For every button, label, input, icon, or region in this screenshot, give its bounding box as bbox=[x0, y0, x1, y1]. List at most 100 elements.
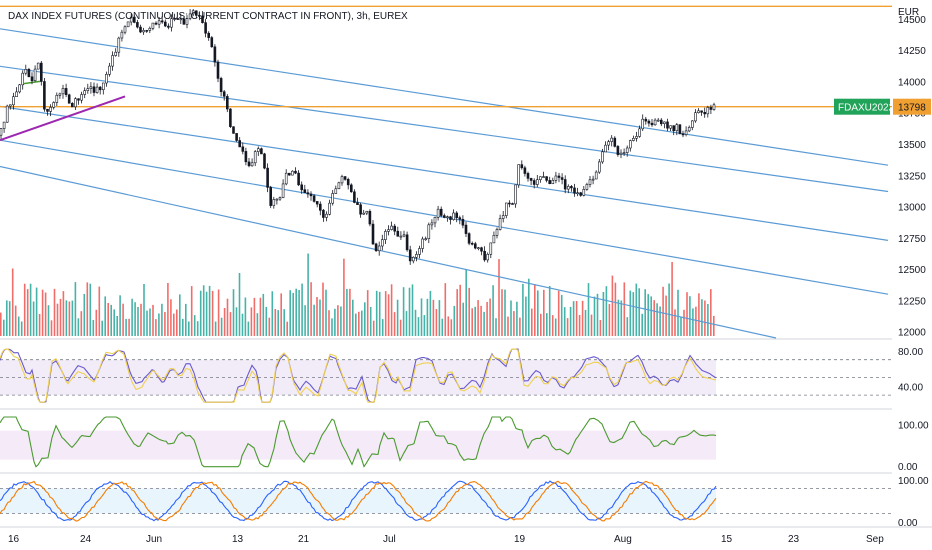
candle-body bbox=[114, 51, 117, 56]
candle-body bbox=[36, 62, 40, 70]
candle-body bbox=[529, 178, 533, 181]
volume-bar bbox=[176, 309, 178, 336]
volume-bar bbox=[250, 307, 253, 336]
candle-body bbox=[0, 128, 3, 136]
candle-body bbox=[334, 188, 338, 194]
volume-bar bbox=[474, 306, 476, 336]
candle-body bbox=[349, 184, 353, 193]
candle-body bbox=[105, 74, 108, 84]
candle-body bbox=[24, 69, 28, 74]
candle-body bbox=[483, 250, 486, 261]
candle-body bbox=[517, 164, 521, 186]
candle-body bbox=[111, 55, 114, 67]
volume-bar bbox=[128, 318, 130, 336]
candle-body bbox=[560, 177, 564, 180]
candle-body bbox=[33, 68, 37, 81]
volume-bar bbox=[340, 306, 342, 336]
volume-bar bbox=[185, 303, 187, 336]
candle-body bbox=[684, 130, 688, 135]
volume-bar bbox=[355, 313, 357, 336]
volume-bar bbox=[56, 303, 59, 336]
candle-body bbox=[201, 15, 204, 23]
candle-body bbox=[625, 147, 629, 153]
volume-bar bbox=[525, 296, 527, 336]
indicator-tick-label: 0.00 bbox=[898, 518, 918, 529]
candle-body bbox=[179, 18, 183, 21]
candle-body bbox=[145, 30, 148, 32]
candle-body bbox=[421, 238, 424, 249]
volume-bar bbox=[653, 300, 655, 336]
candle-body bbox=[253, 151, 257, 164]
volume-bar bbox=[325, 289, 327, 336]
volume-bar bbox=[17, 316, 20, 336]
candle-body bbox=[108, 65, 111, 75]
candle-body bbox=[393, 225, 397, 232]
candle-body bbox=[532, 180, 536, 185]
volume-bar bbox=[554, 318, 557, 336]
volume-bar bbox=[614, 282, 617, 336]
candle-body bbox=[58, 93, 62, 96]
volume-bar bbox=[450, 319, 453, 336]
volume-bar bbox=[110, 304, 112, 336]
candle-body bbox=[49, 107, 52, 112]
volume-bar bbox=[695, 306, 697, 336]
volume-bar bbox=[644, 289, 646, 336]
volume-bar bbox=[83, 293, 86, 336]
candle-body bbox=[30, 76, 34, 82]
candle-body bbox=[666, 121, 669, 129]
volume-bar bbox=[683, 309, 685, 336]
price-tick-label: 14000 bbox=[898, 77, 926, 88]
volume-bar bbox=[608, 304, 611, 336]
volume-bar bbox=[650, 296, 652, 336]
volume-bar bbox=[599, 320, 602, 336]
volume-bar bbox=[346, 288, 348, 336]
volume-bar bbox=[20, 321, 23, 336]
volume-bar bbox=[495, 318, 497, 336]
volume-bar bbox=[8, 301, 11, 336]
candle-body bbox=[622, 152, 626, 154]
candle-body bbox=[191, 10, 195, 15]
candle-body bbox=[77, 98, 80, 101]
candle-body bbox=[12, 96, 15, 106]
candle-body bbox=[439, 208, 443, 216]
candle-body bbox=[15, 91, 18, 98]
candle-body bbox=[486, 254, 490, 261]
candle-body bbox=[322, 209, 325, 218]
candle-body bbox=[133, 16, 136, 23]
volume-bar bbox=[704, 300, 706, 336]
x-tick-label: 21 bbox=[298, 534, 310, 545]
candle-body bbox=[9, 104, 12, 107]
symbol-badge-label: FDAXU2022 bbox=[838, 103, 895, 114]
volume-bar bbox=[528, 278, 530, 336]
candle-body bbox=[368, 211, 372, 225]
candle-body bbox=[523, 167, 527, 174]
candle-body bbox=[650, 122, 654, 126]
volume-bar bbox=[510, 300, 512, 336]
candle-body bbox=[632, 138, 635, 141]
volume-bar bbox=[80, 311, 83, 336]
candle-body bbox=[297, 172, 300, 186]
volume-bar bbox=[205, 291, 208, 336]
volume-bar bbox=[116, 316, 118, 336]
candle-body bbox=[83, 90, 86, 95]
candle-body bbox=[628, 140, 632, 149]
volume-bar bbox=[241, 313, 244, 336]
volume-bar bbox=[262, 293, 265, 336]
volume-bar bbox=[698, 293, 700, 336]
candle-body bbox=[511, 203, 514, 205]
candle-body bbox=[232, 126, 235, 134]
volume-bar bbox=[641, 313, 643, 336]
volume-bar bbox=[438, 300, 441, 336]
candle-body bbox=[71, 103, 74, 108]
volume-bar bbox=[399, 319, 402, 336]
candle-body bbox=[176, 18, 179, 20]
candle-body bbox=[694, 112, 697, 122]
candle-body bbox=[312, 195, 316, 202]
volume-bar bbox=[662, 286, 664, 336]
candle-body bbox=[678, 124, 682, 135]
volume-bar bbox=[596, 293, 599, 336]
candle-body bbox=[681, 133, 685, 136]
candle-body bbox=[95, 86, 99, 93]
candle-body bbox=[703, 112, 707, 115]
candle-body bbox=[250, 162, 254, 167]
